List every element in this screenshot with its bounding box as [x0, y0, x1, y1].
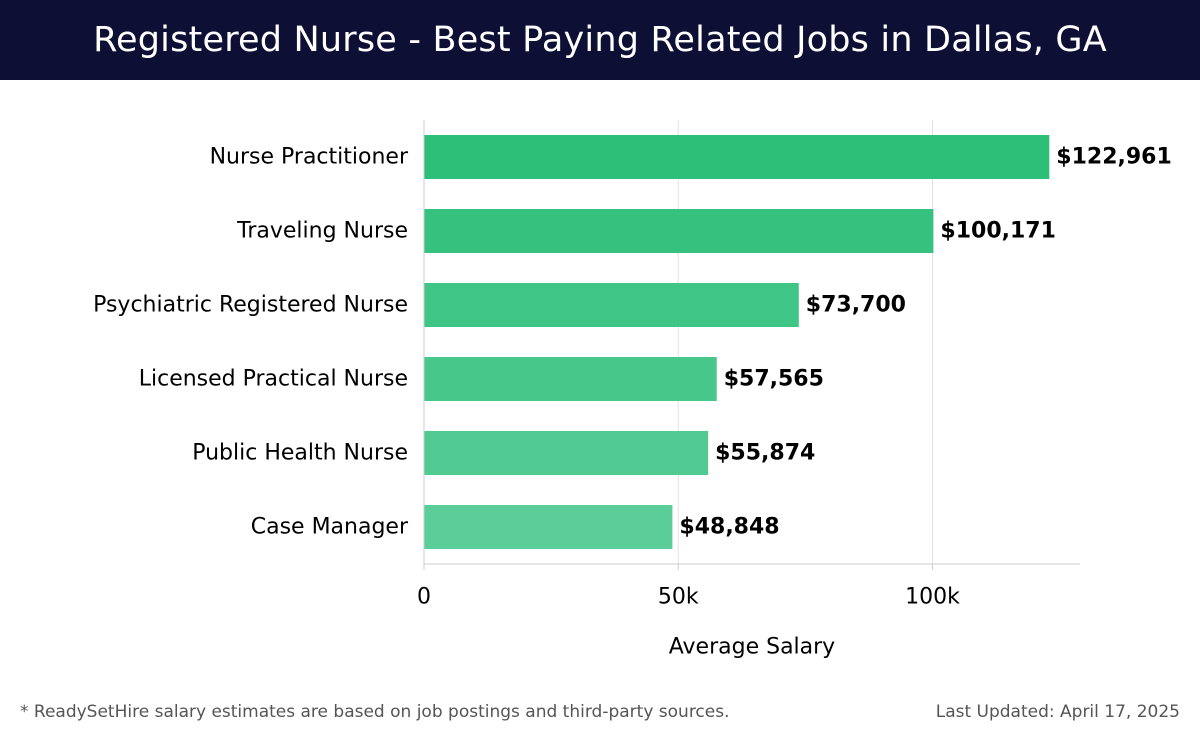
bar-1	[424, 135, 1050, 179]
footer-last-updated: Last Updated: April 17, 2025	[935, 702, 1180, 722]
x-axis-label: Average Salary	[669, 635, 835, 660]
value-label-6: $48,848	[679, 515, 779, 540]
x-tick-label-0: 0	[417, 585, 431, 610]
category-label-2: Traveling Nurse	[236, 219, 408, 244]
category-label-3: Psychiatric Registered Nurse	[93, 293, 408, 318]
bar-6	[424, 505, 673, 549]
footer-disclaimer: * ReadySetHire salary estimates are base…	[20, 702, 730, 722]
category-label-4: Licensed Practical Nurse	[139, 367, 408, 392]
chart-title: Registered Nurse - Best Paying Related J…	[93, 20, 1107, 60]
bar-4	[424, 357, 717, 401]
value-label-2: $100,171	[940, 219, 1056, 244]
bar-5	[424, 431, 709, 475]
category-label-6: Case Manager	[251, 515, 409, 540]
chart-header: Registered Nurse - Best Paying Related J…	[0, 0, 1200, 80]
value-label-4: $57,565	[724, 367, 824, 392]
bar-2	[424, 209, 934, 253]
x-tick-label-1: 50k	[658, 585, 699, 610]
salary-bar-chart: Nurse Practitioner $122,961 Traveling Nurs…	[93, 120, 1172, 660]
value-label-1: $122,961	[1056, 145, 1172, 170]
category-label-5: Public Health Nurse	[192, 441, 408, 466]
value-label-3: $73,700	[806, 293, 906, 318]
x-tick-label-2: 100k	[905, 585, 960, 610]
category-label-1: Nurse Practitioner	[210, 145, 409, 170]
value-label-5: $55,874	[715, 441, 815, 466]
bar-3	[424, 283, 799, 327]
